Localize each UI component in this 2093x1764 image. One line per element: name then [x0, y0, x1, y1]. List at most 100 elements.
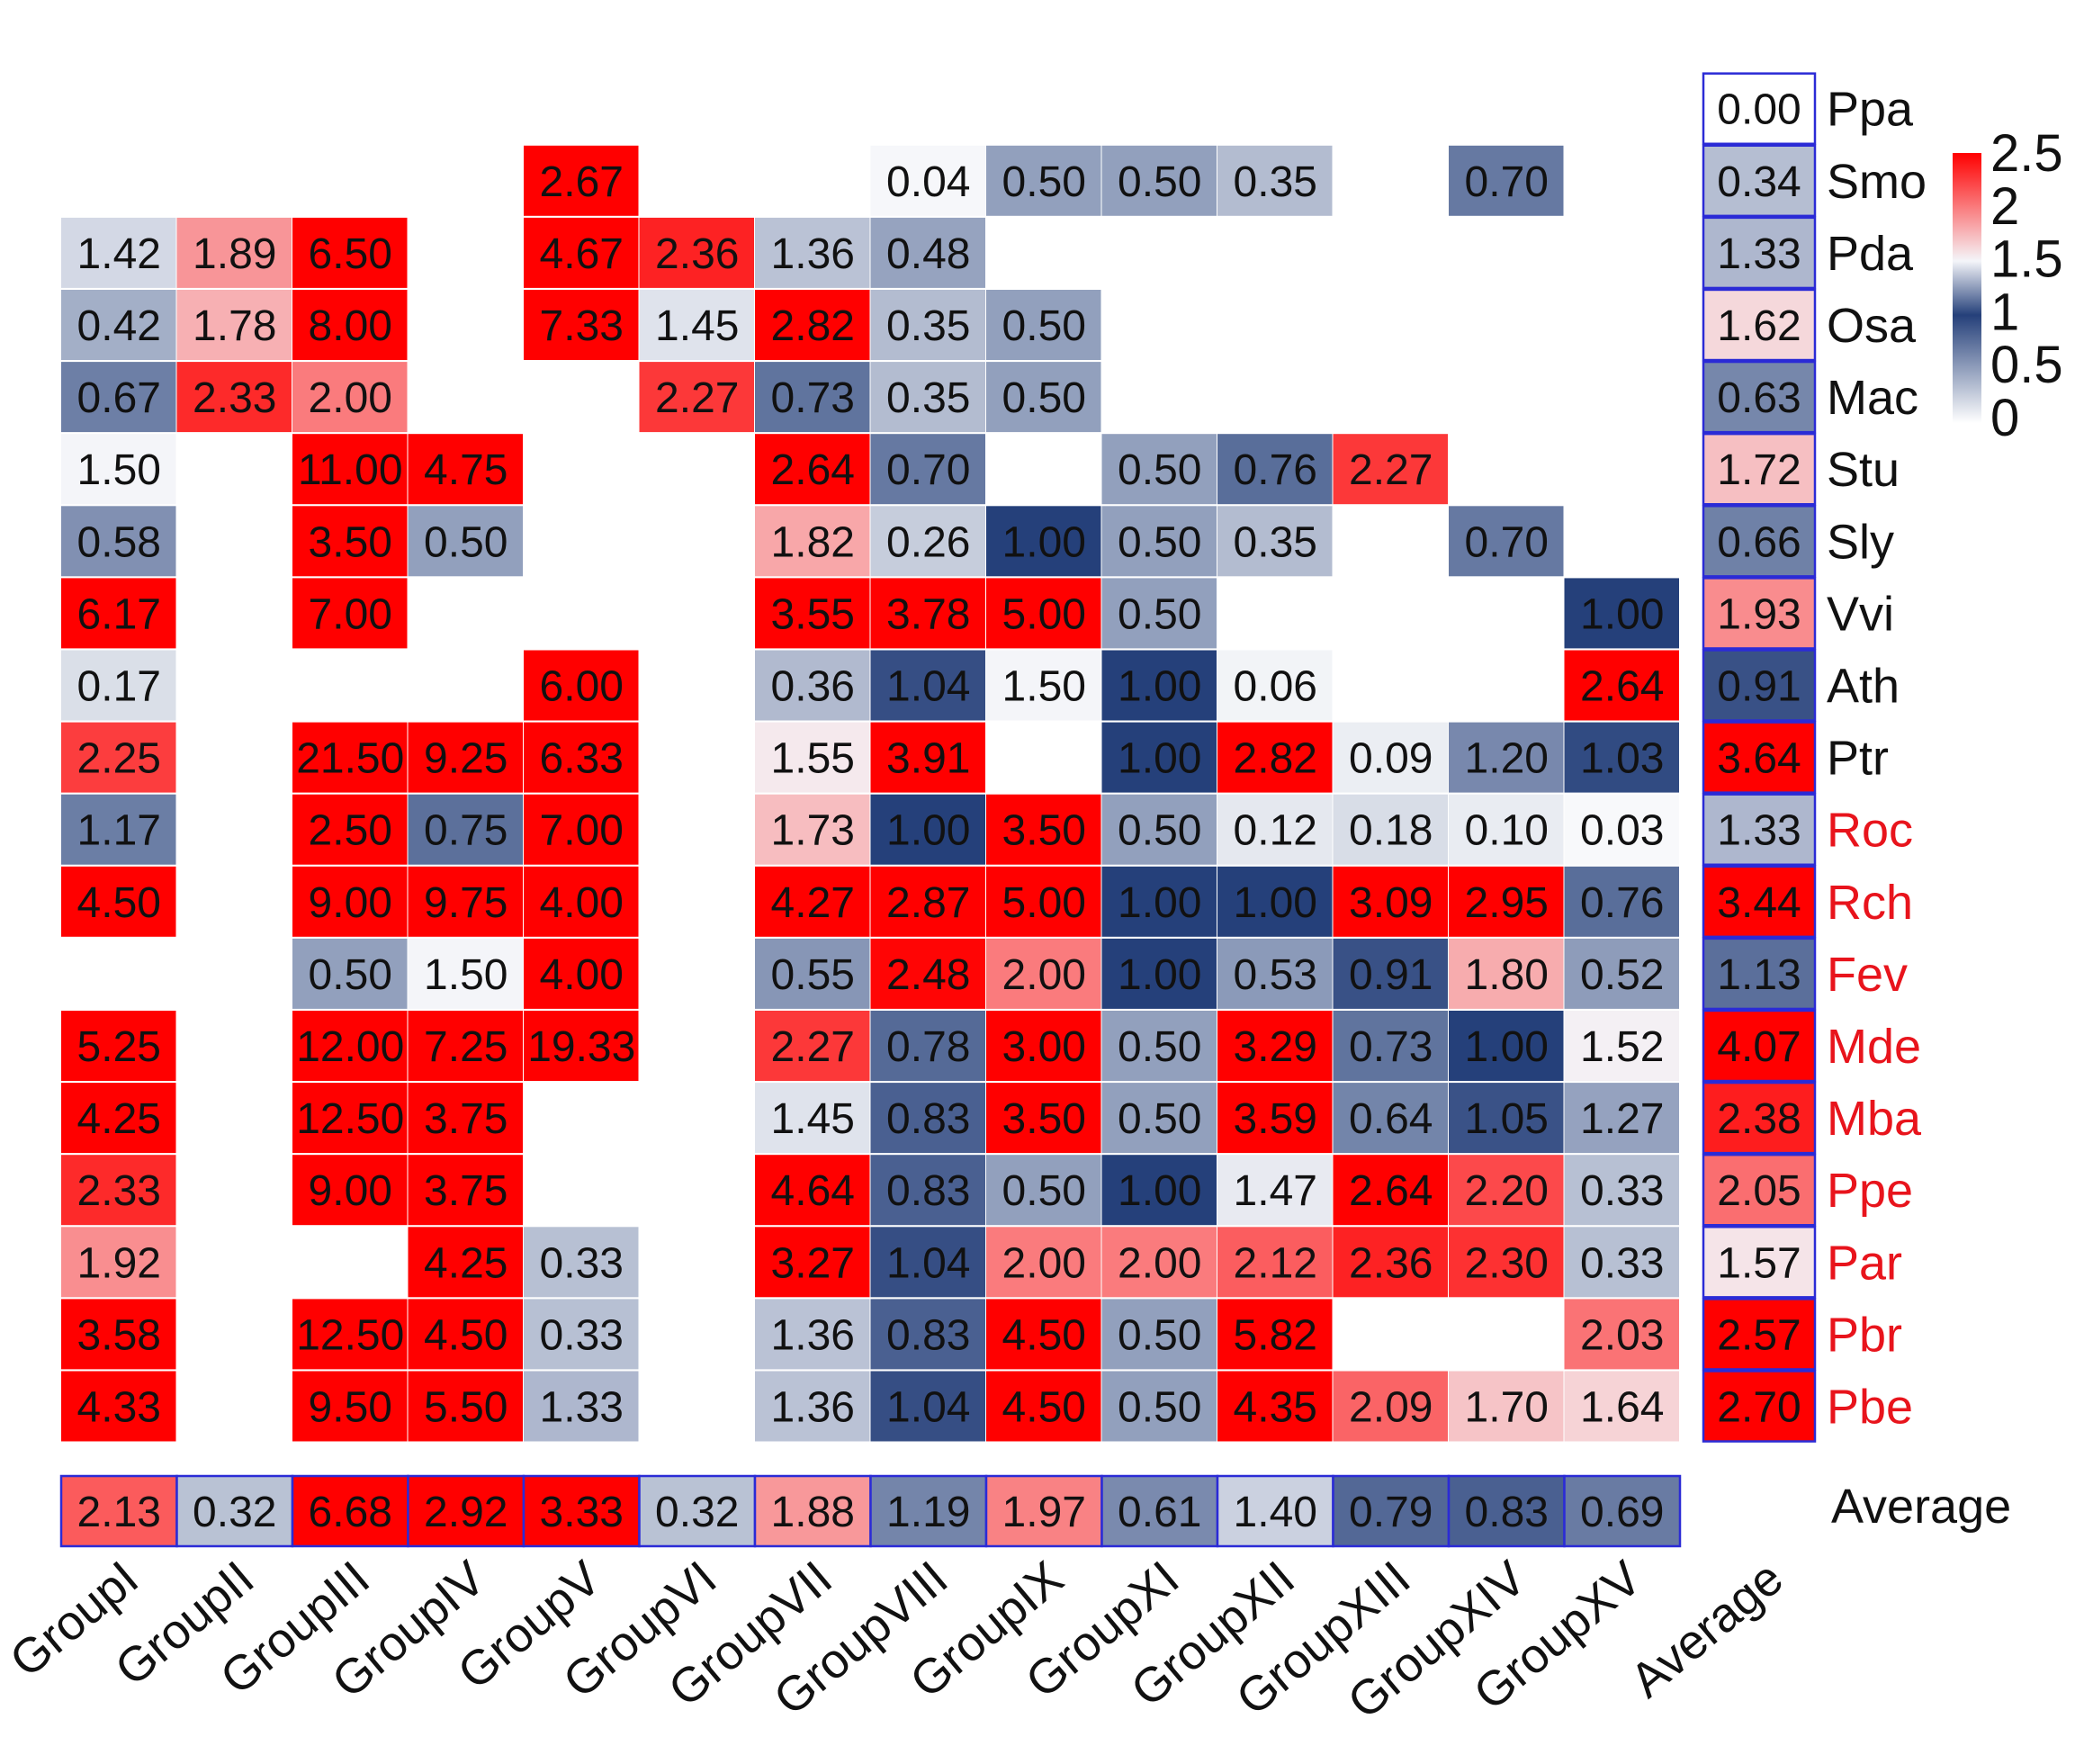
heatmap-cell	[870, 1371, 985, 1442]
heatmap-cell-value: 3.09	[1349, 879, 1433, 927]
heatmap-cell	[61, 1227, 176, 1298]
heatmap-cell-value: 1.52	[1580, 1023, 1664, 1071]
heatmap-cell	[1101, 722, 1217, 793]
heatmap-cell-value: 0.10	[1465, 807, 1549, 855]
heatmap-cell	[870, 650, 985, 721]
heatmap-cell-value: 2.00	[1118, 1239, 1201, 1287]
heatmap-cell-value: 2.36	[655, 230, 739, 278]
heatmap-cell-value: 0.73	[771, 374, 855, 422]
heatmap-cell	[524, 938, 639, 1009]
heatmap-cell-value: 1.45	[655, 302, 739, 350]
heatmap-cell	[1101, 1299, 1217, 1370]
heatmap-cell	[176, 290, 292, 360]
heatmap-cell-value: 3.55	[771, 590, 855, 638]
heatmap-cell	[1217, 1083, 1333, 1154]
column-average-cell	[984, 1474, 1103, 1548]
row-label: Pbr	[1827, 1308, 1902, 1362]
heatmap-cell-value: 2.48	[886, 951, 970, 999]
heatmap-cell-value: 0.35	[886, 374, 970, 422]
heatmap-cell-value: 0.55	[771, 951, 855, 999]
heatmap-cell	[755, 1227, 870, 1298]
row-label: Sly	[1827, 515, 1894, 569]
average-cell-value: 1.33	[1717, 807, 1801, 855]
heatmap-cell	[1101, 434, 1217, 505]
heatmap-cell	[1217, 1371, 1333, 1442]
heatmap-cell	[1564, 1227, 1679, 1298]
average-cell	[1702, 216, 1817, 290]
heatmap-cell-value: 1.73	[771, 807, 855, 855]
column-average-value: 1.19	[886, 1489, 970, 1536]
heatmap-cell-value: 0.67	[77, 374, 161, 422]
heatmap-cell-value: 1.00	[1234, 879, 1317, 927]
heatmap-cell-value: 2.87	[886, 879, 970, 927]
average-cell	[1702, 432, 1817, 506]
heatmap-cell-value: 4.75	[424, 446, 508, 494]
heatmap-cell	[1217, 145, 1333, 216]
heatmap-cell	[986, 650, 1101, 721]
color-legend-tick: 0	[1990, 389, 2019, 447]
heatmap-cell	[61, 434, 176, 505]
heatmap-cell-value: 9.25	[424, 735, 508, 783]
heatmap-cell	[1449, 794, 1564, 865]
heatmap-cell	[292, 1155, 408, 1226]
column-average-cell	[638, 1474, 757, 1548]
heatmap-cell	[1217, 794, 1333, 865]
row-label: Ptr	[1827, 732, 1889, 786]
heatmap-cell-value: 0.70	[1465, 518, 1549, 566]
heatmap-cell-value: 1.70	[1465, 1384, 1549, 1432]
heatmap-cell	[1333, 1371, 1448, 1442]
heatmap-cell	[1333, 1011, 1448, 1081]
heatmap-cell	[986, 1011, 1101, 1081]
heatmap-cell-value: 0.09	[1349, 735, 1433, 783]
heatmap-cell	[524, 650, 639, 721]
average-cell-value: 1.93	[1717, 590, 1801, 638]
heatmap-cell-value: 2.67	[540, 158, 624, 206]
heatmap-cell-value: 3.50	[1002, 807, 1086, 855]
heatmap-cell	[870, 362, 985, 433]
heatmap-cell-value: 2.12	[1234, 1239, 1317, 1287]
heatmap-cell	[1217, 434, 1333, 505]
heatmap-cell-value: 0.50	[1118, 1384, 1201, 1432]
average-cell	[1702, 793, 1817, 867]
heatmap-cell-value: 1.45	[771, 1095, 855, 1143]
heatmap-cell	[1101, 1227, 1217, 1298]
heatmap-cell-value: 0.04	[886, 158, 970, 206]
heatmap-cell	[1217, 1299, 1333, 1370]
average-cell	[1702, 72, 1817, 145]
heatmap-cell	[292, 217, 408, 288]
average-cell-value: 1.57	[1717, 1239, 1801, 1287]
heatmap-cell	[1564, 1299, 1679, 1370]
heatmap-cell-value: 3.75	[424, 1167, 508, 1215]
heatmap-cell	[292, 794, 408, 865]
heatmap-cell	[870, 506, 985, 577]
heatmap-cell	[870, 1299, 985, 1370]
average-cell-value: 0.63	[1717, 374, 1801, 422]
heatmap-cell-value: 2.27	[1349, 446, 1433, 494]
average-cell	[1702, 1226, 1817, 1299]
heatmap-cell	[986, 1227, 1101, 1298]
heatmap-cell-value: 0.12	[1234, 807, 1317, 855]
heatmap-cell	[1449, 722, 1564, 793]
heatmap-cell-value: 0.50	[1002, 1167, 1086, 1215]
average-cell-value: 2.05	[1717, 1167, 1801, 1215]
heatmap-cell	[755, 866, 870, 937]
heatmap-cell	[61, 506, 176, 577]
heatmap-cell	[1333, 866, 1448, 937]
heatmap-cell	[1449, 1371, 1564, 1442]
average-cell-value: 1.62	[1717, 302, 1801, 350]
heatmap-cell	[1217, 1227, 1333, 1298]
average-cell-value: 3.64	[1717, 735, 1801, 783]
average-cell-value: 2.38	[1717, 1095, 1801, 1143]
heatmap-cell	[755, 722, 870, 793]
heatmap-cell-value: 0.33	[540, 1239, 624, 1287]
heatmap-cell-value: 12.00	[296, 1023, 404, 1071]
heatmap-cell	[1449, 1227, 1564, 1298]
heatmap-cell	[1564, 650, 1679, 721]
average-cell-value: 3.44	[1717, 879, 1801, 927]
heatmap-cell-value: 1.00	[1465, 1023, 1549, 1071]
heatmap-cell	[61, 722, 176, 793]
heatmap-cell-value: 9.50	[309, 1384, 392, 1432]
heatmap-cell	[408, 938, 523, 1009]
heatmap-cell-value: 1.82	[771, 518, 855, 566]
heatmap-cell-value: 2.09	[1349, 1384, 1433, 1432]
